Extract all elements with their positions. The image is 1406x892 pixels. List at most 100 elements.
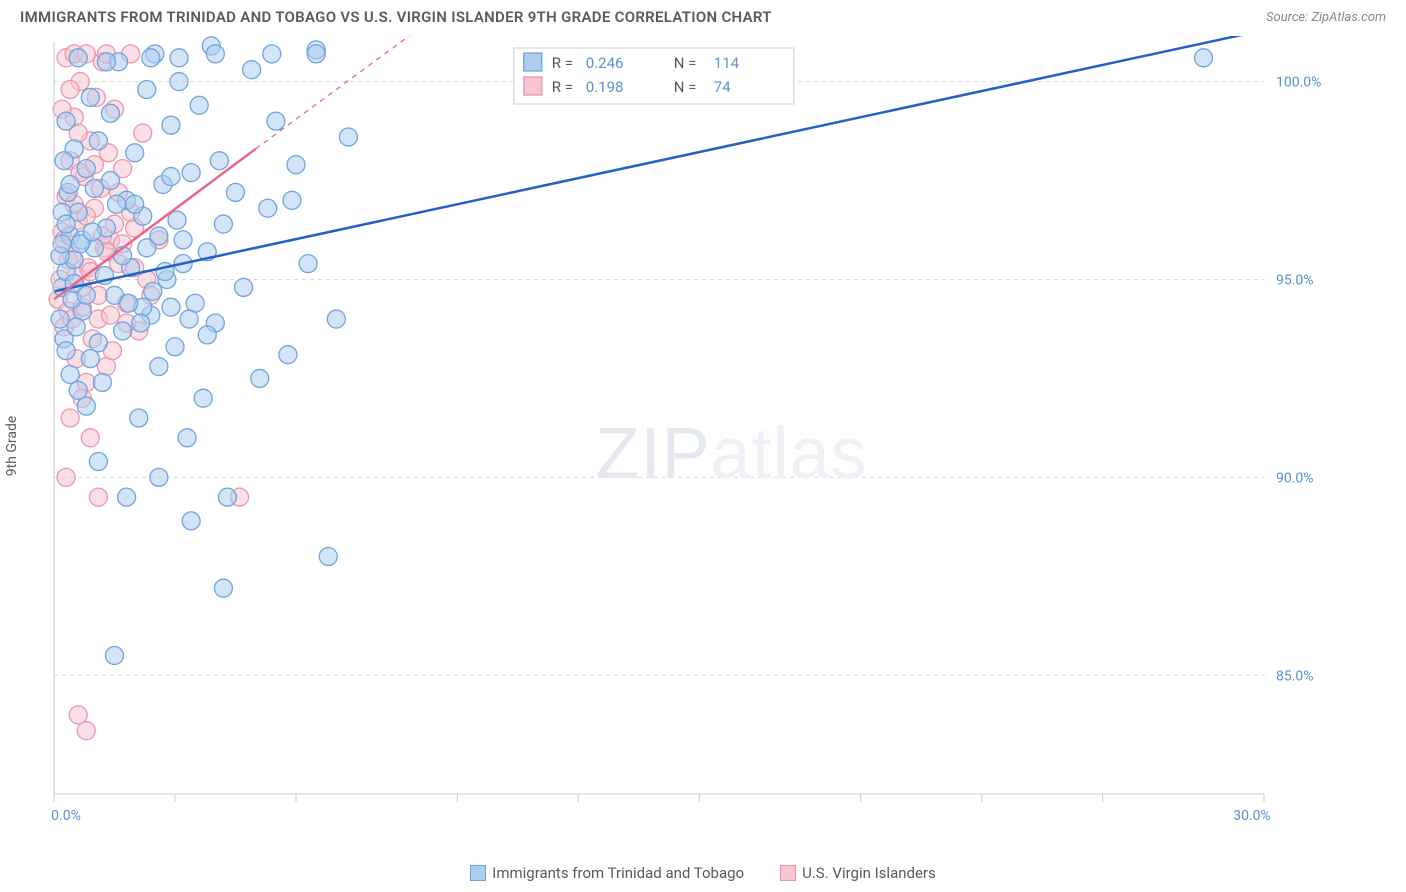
data-point xyxy=(89,453,107,471)
data-point xyxy=(307,45,325,63)
data-point xyxy=(81,350,99,368)
legend-label: Immigrants from Trinidad and Tobago xyxy=(492,864,744,882)
data-point xyxy=(57,468,75,486)
data-point xyxy=(101,172,119,190)
legend-n-value: 74 xyxy=(714,78,731,96)
data-point xyxy=(81,429,99,447)
data-point xyxy=(89,334,107,352)
data-point xyxy=(61,175,79,193)
data-point xyxy=(138,80,156,98)
data-point xyxy=(279,346,297,364)
data-point xyxy=(130,409,148,427)
legend-r-value: 0.198 xyxy=(586,78,624,96)
data-point xyxy=(120,294,138,312)
y-tick-label: 85.0% xyxy=(1276,668,1314,684)
data-point xyxy=(198,326,216,344)
chart-area: 85.0%90.0%95.0%100.0%ZIPatlas0.0%30.0%R … xyxy=(46,36,1386,826)
data-point xyxy=(101,104,119,122)
data-point xyxy=(162,298,180,316)
scatter-chart: 85.0%90.0%95.0%100.0%ZIPatlas0.0%30.0%R … xyxy=(46,36,1346,826)
legend-r-label: R = xyxy=(552,78,573,96)
legend-swatch xyxy=(524,53,542,71)
data-point xyxy=(83,223,101,241)
data-point xyxy=(150,468,168,486)
data-point xyxy=(227,183,245,201)
data-point xyxy=(67,318,85,336)
bottom-legend: Immigrants from Trinidad and Tobago U.S. … xyxy=(0,864,1406,882)
data-point xyxy=(243,61,261,79)
legend-swatch xyxy=(470,865,486,881)
legend-item: U.S. Virgin Islanders xyxy=(780,864,936,882)
data-point xyxy=(57,215,75,233)
data-point xyxy=(114,322,132,340)
data-point xyxy=(93,373,111,391)
data-point xyxy=(89,488,107,506)
y-tick-label: 95.0% xyxy=(1276,272,1314,288)
data-point xyxy=(299,255,317,273)
data-point xyxy=(194,389,212,407)
data-point xyxy=(85,179,103,197)
data-point xyxy=(53,235,71,253)
data-point xyxy=(263,45,281,63)
legend-label: U.S. Virgin Islanders xyxy=(802,864,936,882)
data-point xyxy=(106,646,124,664)
data-point xyxy=(61,409,79,427)
data-point xyxy=(61,365,79,383)
data-point xyxy=(77,286,95,304)
data-point xyxy=(182,164,200,182)
data-point xyxy=(77,160,95,178)
legend-swatch xyxy=(524,77,542,95)
legend-item: Immigrants from Trinidad and Tobago xyxy=(470,864,744,882)
data-point xyxy=(69,381,87,399)
data-point xyxy=(144,282,162,300)
data-point xyxy=(214,215,232,233)
data-point xyxy=(57,112,75,130)
data-point xyxy=(259,199,277,217)
data-point xyxy=(206,45,224,63)
data-point xyxy=(339,128,357,146)
x-tick-label: 0.0% xyxy=(51,808,81,824)
data-point xyxy=(97,53,115,71)
data-point xyxy=(166,338,184,356)
legend-n-label: N = xyxy=(674,54,697,72)
legend-swatch xyxy=(780,865,796,881)
data-point xyxy=(235,278,253,296)
data-point xyxy=(134,124,152,142)
data-point xyxy=(178,429,196,447)
y-tick-label: 100.0% xyxy=(1276,75,1321,91)
x-tick-label: 30.0% xyxy=(1233,808,1271,824)
y-axis-label: 9th Grade xyxy=(4,416,20,477)
data-point xyxy=(69,49,87,67)
data-point xyxy=(214,579,232,597)
data-point xyxy=(61,80,79,98)
data-point xyxy=(108,195,126,213)
watermark: ZIPatlas xyxy=(596,414,868,494)
data-point xyxy=(89,132,107,150)
chart-header: IMMIGRANTS FROM TRINIDAD AND TOBAGO VS U… xyxy=(0,0,1406,32)
legend-r-label: R = xyxy=(552,54,573,72)
data-point xyxy=(182,512,200,530)
data-point xyxy=(118,488,136,506)
data-point xyxy=(251,369,269,387)
data-point xyxy=(55,152,73,170)
data-point xyxy=(150,358,168,376)
data-point xyxy=(150,227,168,245)
data-point xyxy=(142,49,160,67)
data-point xyxy=(77,397,95,415)
data-point xyxy=(190,96,208,114)
data-point xyxy=(180,310,198,328)
data-point xyxy=(170,49,188,67)
data-point xyxy=(319,548,337,566)
data-point xyxy=(81,88,99,106)
legend-n-label: N = xyxy=(674,78,697,96)
data-point xyxy=(1195,49,1213,67)
data-point xyxy=(101,306,119,324)
data-point xyxy=(162,168,180,186)
data-point xyxy=(126,195,144,213)
legend-n-value: 114 xyxy=(714,54,740,72)
data-point xyxy=(218,488,236,506)
data-point xyxy=(170,73,188,91)
data-point xyxy=(126,144,144,162)
data-point xyxy=(57,342,75,360)
data-point xyxy=(69,706,87,724)
